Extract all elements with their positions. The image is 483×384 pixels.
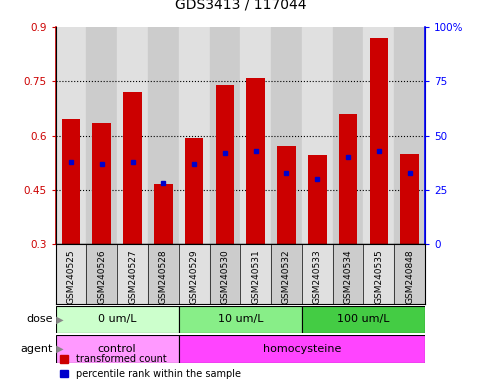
Bar bbox=[86, 244, 117, 304]
Bar bbox=[56, 335, 179, 363]
Text: GSM240530: GSM240530 bbox=[220, 249, 229, 304]
Bar bbox=[179, 335, 425, 363]
Bar bbox=[240, 27, 271, 244]
Text: GSM240528: GSM240528 bbox=[159, 249, 168, 304]
Bar bbox=[148, 27, 179, 244]
Legend: transformed count, percentile rank within the sample: transformed count, percentile rank withi… bbox=[60, 354, 241, 379]
Bar bbox=[123, 92, 142, 244]
Bar bbox=[271, 244, 302, 304]
Bar bbox=[400, 154, 419, 244]
Text: 0 um/L: 0 um/L bbox=[98, 314, 136, 324]
Text: GSM240529: GSM240529 bbox=[190, 249, 199, 304]
Bar bbox=[394, 244, 425, 304]
Text: GSM240848: GSM240848 bbox=[405, 249, 414, 304]
Text: GSM240533: GSM240533 bbox=[313, 249, 322, 304]
Text: GSM240531: GSM240531 bbox=[251, 249, 260, 304]
Bar bbox=[92, 123, 111, 244]
Text: GSM240527: GSM240527 bbox=[128, 249, 137, 304]
Bar bbox=[154, 184, 172, 244]
Text: GSM240535: GSM240535 bbox=[374, 249, 384, 304]
Bar bbox=[364, 244, 394, 304]
Bar bbox=[179, 306, 302, 333]
Bar bbox=[308, 156, 327, 244]
Bar bbox=[277, 146, 296, 244]
Text: GSM240525: GSM240525 bbox=[67, 249, 75, 304]
Bar bbox=[339, 114, 357, 244]
Bar bbox=[364, 27, 394, 244]
Bar bbox=[179, 244, 210, 304]
Bar bbox=[56, 27, 86, 244]
Text: GSM240534: GSM240534 bbox=[343, 249, 353, 304]
Bar bbox=[210, 244, 240, 304]
Text: homocysteine: homocysteine bbox=[263, 344, 341, 354]
Text: ▶: ▶ bbox=[53, 314, 64, 324]
Bar bbox=[56, 244, 86, 304]
Text: dose: dose bbox=[27, 314, 53, 324]
Bar bbox=[240, 244, 271, 304]
Bar bbox=[86, 27, 117, 244]
Text: control: control bbox=[98, 344, 136, 354]
Bar bbox=[117, 27, 148, 244]
Bar bbox=[56, 306, 179, 333]
Bar bbox=[271, 27, 302, 244]
Text: 10 um/L: 10 um/L bbox=[217, 314, 263, 324]
Text: 100 um/L: 100 um/L bbox=[337, 314, 390, 324]
Bar bbox=[148, 244, 179, 304]
Bar bbox=[246, 78, 265, 244]
Bar bbox=[179, 27, 210, 244]
Bar bbox=[394, 27, 425, 244]
Text: GDS3413 / 117044: GDS3413 / 117044 bbox=[174, 0, 306, 12]
Bar bbox=[302, 27, 333, 244]
Bar bbox=[333, 244, 364, 304]
Text: agent: agent bbox=[21, 344, 53, 354]
Bar bbox=[302, 306, 425, 333]
Bar bbox=[333, 27, 364, 244]
Bar bbox=[62, 119, 80, 244]
Bar bbox=[210, 27, 240, 244]
Bar bbox=[215, 85, 234, 244]
Text: GSM240532: GSM240532 bbox=[282, 249, 291, 304]
Bar bbox=[369, 38, 388, 244]
Bar bbox=[117, 244, 148, 304]
Bar bbox=[302, 244, 333, 304]
Text: GSM240526: GSM240526 bbox=[97, 249, 106, 304]
Bar bbox=[185, 139, 203, 244]
Text: ▶: ▶ bbox=[53, 344, 64, 354]
